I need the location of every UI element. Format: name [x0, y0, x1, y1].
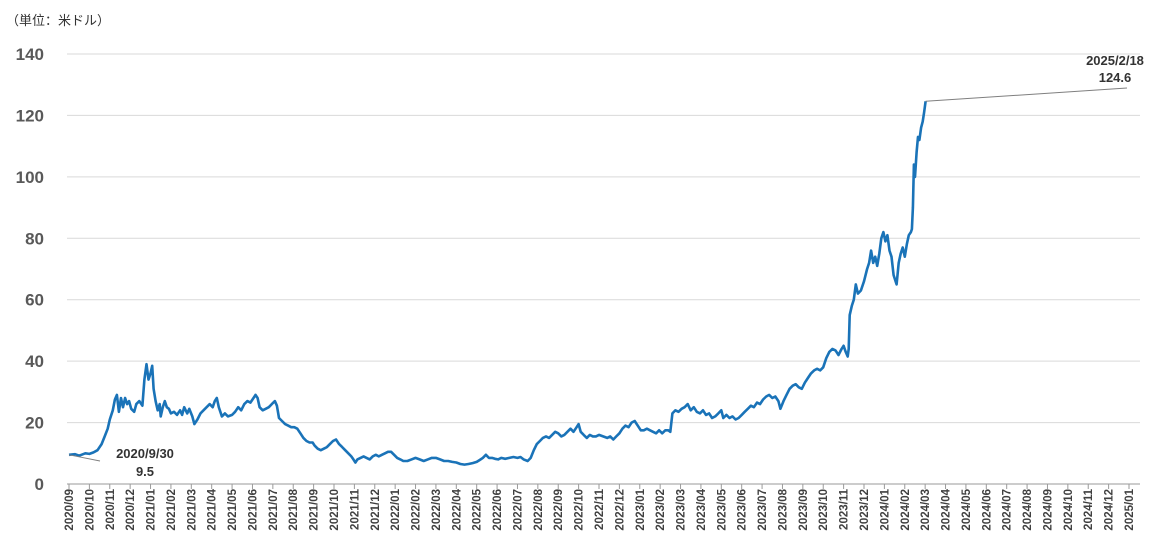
x-tick-label: 2024/03: [920, 489, 932, 531]
x-tick-label: 2022/11: [594, 488, 606, 530]
x-tick-label: 2021/01: [146, 488, 158, 530]
x-tick-label: 2021/02: [166, 489, 178, 531]
x-tick-label: 2023/02: [655, 489, 667, 531]
x-axis: 2020/09 2020/10 2020/11 2020/12 2021/01 2021/…: [64, 484, 1136, 531]
x-tick-label: 2023/07: [757, 489, 769, 531]
x-tick-label: 2022/07: [512, 489, 524, 531]
x-tick-label: 2024/05: [961, 488, 973, 530]
annotation-date: 2025/2/18: [1086, 53, 1144, 68]
x-tick-label: 2023/08: [777, 488, 789, 530]
x-tick-label: 2021/06: [247, 489, 259, 531]
y-tick-label: 60: [25, 291, 44, 310]
annotations: 2020/9/30 9.5 2025/2/18 124.6: [68, 53, 1144, 479]
x-tick-label: 2021/11: [349, 488, 361, 530]
x-tick-label: 2021/07: [268, 489, 280, 531]
x-tick-label: 2021/12: [370, 489, 382, 531]
x-tick-label: 2024/12: [1104, 489, 1116, 531]
x-tick-label: 2023/03: [676, 489, 688, 531]
y-tick-label: 120: [16, 106, 44, 125]
x-tick-label: 2022/08: [533, 488, 545, 530]
x-tick-label: 2023/01: [635, 488, 647, 530]
annotation-leader: [68, 454, 101, 462]
y-tick-label: 0: [35, 475, 44, 494]
series-line: [68, 101, 927, 466]
x-tick-label: 2022/09: [553, 489, 565, 531]
x-tick-label: 2022/04: [451, 488, 463, 530]
y-tick-label: 80: [25, 229, 44, 248]
x-tick-label: 2025/01: [1124, 488, 1136, 530]
x-tick-label: 2024/04: [941, 488, 953, 530]
x-tick-label: 2022/02: [411, 489, 423, 531]
x-tick-label: 2021/05: [227, 488, 239, 530]
x-tick-label: 2023/12: [859, 489, 871, 531]
y-axis: 0 20 40 60 80 100 120 140: [16, 45, 44, 494]
x-tick-label: 2022/10: [574, 489, 586, 531]
y-tick-label: 40: [25, 352, 44, 371]
x-tick-label: 2024/07: [1002, 489, 1014, 531]
annotation-leader: [925, 87, 1128, 102]
x-tick-label: 2024/11: [1083, 488, 1095, 530]
x-tick-label: 2021/04: [207, 488, 219, 530]
x-tick-label: 2023/10: [818, 489, 830, 531]
y-tick-label: 20: [25, 414, 44, 433]
grid-lines: [67, 53, 1140, 485]
x-tick-label: 2024/08: [1022, 488, 1034, 530]
x-tick-label: 2020/10: [84, 489, 96, 531]
x-tick-label: 2024/02: [900, 489, 912, 531]
x-tick-label: 2024/06: [981, 489, 993, 531]
x-tick-label: 2022/12: [614, 489, 626, 531]
x-tick-label: 2021/09: [309, 489, 321, 531]
y-tick-label: 100: [16, 168, 44, 187]
annotation-value: 124.6: [1099, 70, 1132, 85]
x-tick-label: 2020/12: [125, 489, 137, 531]
x-tick-label: 2020/09: [64, 489, 76, 531]
x-tick-label: 2021/10: [329, 489, 341, 531]
x-tick-label: 2023/06: [737, 489, 749, 531]
x-tick-label: 2022/06: [492, 489, 504, 531]
x-tick-label: 2024/10: [1063, 489, 1075, 531]
x-tick-label: 2021/03: [186, 489, 198, 531]
x-tick-label: 2022/05: [472, 488, 484, 530]
x-tick-label: 2023/09: [798, 489, 810, 531]
x-tick-label: 2022/01: [390, 488, 402, 530]
annotation-date: 2020/9/30: [116, 446, 174, 461]
x-tick-label: 2022/03: [431, 489, 443, 531]
x-tick-label: 2021/08: [288, 488, 300, 530]
x-tick-label: 2023/04: [696, 488, 708, 530]
x-tick-label: 2024/09: [1042, 489, 1054, 531]
x-tick-label: 2023/11: [839, 488, 851, 530]
x-tick-label: 2020/11: [105, 488, 117, 530]
x-tick-label: 2023/05: [716, 488, 728, 530]
y-tick-label: 140: [16, 45, 44, 64]
x-tick-label: 2024/01: [879, 488, 891, 530]
annotation-value: 9.5: [136, 464, 154, 479]
unit-label: （単位：米ドル）: [6, 14, 111, 29]
